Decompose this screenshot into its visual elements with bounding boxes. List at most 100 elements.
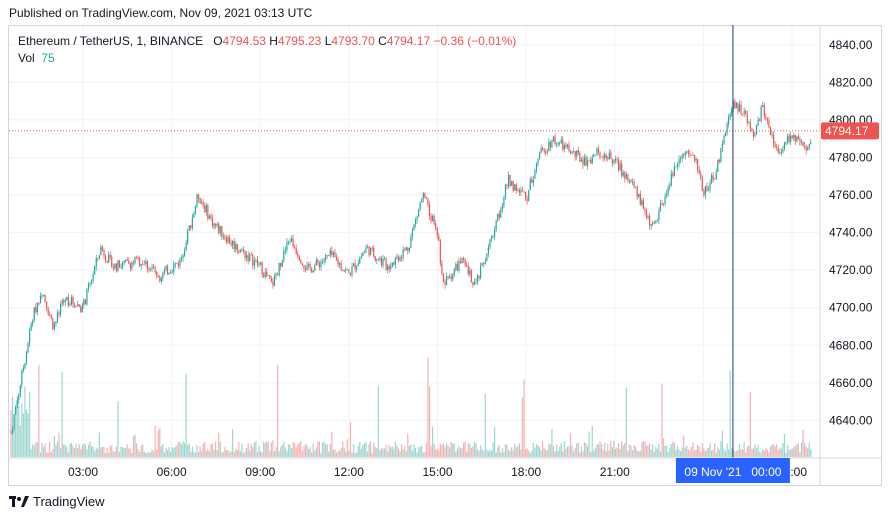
high-label: H xyxy=(269,34,278,48)
candle-body xyxy=(540,148,542,153)
candle-body xyxy=(692,154,694,156)
candle-body xyxy=(731,109,733,114)
candle-body xyxy=(599,152,601,157)
candle-body xyxy=(652,223,654,224)
volume-bar xyxy=(483,451,485,457)
candle-body xyxy=(15,407,17,415)
volume-bar xyxy=(368,443,370,457)
volume-bar xyxy=(196,445,198,457)
volume-bar xyxy=(549,444,551,457)
symbol-label[interactable]: Ethereum / TetherUS, 1, BINANCE xyxy=(18,34,204,48)
volume-bar xyxy=(635,446,637,457)
candle-body xyxy=(574,151,576,157)
candle-body xyxy=(216,223,218,226)
candle-body xyxy=(112,267,114,269)
volume-bar xyxy=(799,452,801,457)
volume-bar xyxy=(91,446,93,457)
candle-body xyxy=(563,145,565,150)
candle-body xyxy=(738,104,741,112)
volume-bar xyxy=(92,446,94,457)
candle-body xyxy=(452,274,454,280)
candle-body xyxy=(438,235,440,241)
volume-bar xyxy=(494,426,496,457)
candle-body xyxy=(639,194,641,205)
volume-bar xyxy=(259,451,262,457)
volume-bar xyxy=(490,450,493,457)
volume-bar xyxy=(738,443,741,457)
candle-body xyxy=(532,178,534,183)
volume-bar xyxy=(681,447,683,457)
volume-bar xyxy=(73,448,76,457)
tradingview-logo-icon[interactable] xyxy=(9,495,29,508)
volume-bar xyxy=(700,452,702,457)
volume-bar xyxy=(349,422,352,457)
candle-body xyxy=(232,241,234,245)
candle-body xyxy=(659,203,662,212)
candle-body xyxy=(793,134,795,139)
candle-body xyxy=(35,307,37,313)
candle-body xyxy=(614,158,617,161)
volume-bar xyxy=(707,448,710,457)
volume-bar xyxy=(154,425,156,457)
candle-body xyxy=(769,127,772,136)
candle-body xyxy=(559,142,561,144)
footer-brand[interactable]: TradingView xyxy=(33,494,105,509)
candle-body xyxy=(108,255,110,263)
candle-body xyxy=(318,262,321,268)
volume-bar xyxy=(165,447,167,457)
chart-frame[interactable] xyxy=(8,25,882,486)
volume-bar xyxy=(95,447,97,457)
volume-bar xyxy=(557,450,559,457)
volume-bar xyxy=(706,448,708,457)
volume-bar xyxy=(390,447,392,457)
candle-body xyxy=(481,262,483,266)
candle-body xyxy=(542,148,544,151)
volume-bar xyxy=(718,449,720,457)
candle-body xyxy=(807,147,809,151)
candle-body xyxy=(782,149,784,152)
volume-bar xyxy=(404,446,406,457)
candle-body xyxy=(760,106,762,121)
volume-bar xyxy=(697,444,699,457)
volume-bar xyxy=(746,446,748,457)
candle-body xyxy=(30,324,32,331)
volume-bar xyxy=(427,357,429,457)
volume-bar xyxy=(515,447,517,457)
volume-bar xyxy=(704,450,706,457)
volume-bar xyxy=(83,443,85,457)
volume-bar xyxy=(58,432,60,457)
volume-bar xyxy=(213,449,215,457)
candle-body xyxy=(667,187,669,194)
candle-body xyxy=(622,172,624,176)
candle-body xyxy=(796,136,798,142)
volume-bar xyxy=(785,452,787,457)
volume-bar xyxy=(156,449,158,457)
volume-bar xyxy=(762,449,764,457)
volume-bar xyxy=(346,439,348,457)
candle-body xyxy=(552,136,555,142)
candle-body xyxy=(447,276,449,278)
volume-bar xyxy=(467,443,469,457)
volume-bar xyxy=(749,392,751,457)
volume-bar xyxy=(630,445,632,457)
candle-body xyxy=(103,250,105,257)
candle-body xyxy=(36,302,38,313)
volume-bar xyxy=(413,444,415,457)
candle-body xyxy=(523,191,525,193)
candle-body xyxy=(27,342,29,353)
volume-bar xyxy=(461,447,463,457)
volume-bar xyxy=(506,444,508,457)
candle-body xyxy=(162,272,164,278)
candle-body xyxy=(755,125,758,135)
candle-body xyxy=(39,295,42,304)
volume-bar xyxy=(340,448,342,457)
candle-body xyxy=(802,141,804,147)
candle-body xyxy=(439,240,441,264)
volume-bar xyxy=(194,452,197,457)
volume-bar xyxy=(514,443,516,457)
volume-bar xyxy=(215,441,217,457)
candle-body xyxy=(315,259,317,266)
candle-body xyxy=(391,262,393,267)
candle-body xyxy=(551,141,553,148)
